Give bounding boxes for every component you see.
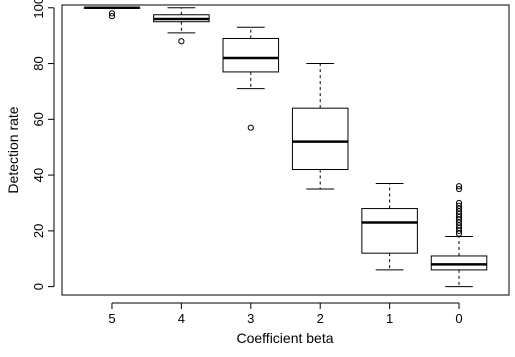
x-tick-label: 0 (455, 311, 462, 326)
y-tick-label: 80 (31, 56, 46, 70)
box (430, 255, 488, 271)
outlier-point (247, 124, 254, 131)
y-tick-label: 20 (31, 224, 46, 238)
x-axis: 5 4 3 2 1 0 (108, 302, 463, 326)
plot-frame (61, 4, 510, 296)
box-group-1 (361, 182, 418, 271)
outlier-point (108, 13, 116, 20)
outlier-point (455, 183, 463, 190)
x-tick-label: 2 (317, 311, 324, 326)
x-tick-label: 3 (247, 311, 254, 326)
box-group-5 (83, 6, 141, 20)
y-axis-label: Detection rate (5, 106, 21, 193)
y-tick-label: 100 (31, 0, 46, 19)
boxes-layer (83, 6, 488, 288)
box-group-3 (222, 26, 280, 131)
box (291, 107, 349, 171)
x-tick-label: 1 (386, 311, 393, 326)
box-group-2 (291, 63, 349, 190)
outlier-point (178, 38, 185, 45)
outlier-point (455, 185, 463, 193)
box-group-4 (153, 7, 210, 45)
box-group-0 (430, 183, 488, 288)
outlier-point (455, 199, 463, 207)
x-tick-label: 5 (108, 311, 115, 326)
y-axis: 0 20 40 60 80 100 (31, 0, 55, 290)
y-tick-label: 0 (31, 283, 46, 290)
box (361, 208, 418, 254)
outlier-point (108, 10, 116, 17)
outlier-point (455, 202, 463, 209)
x-tick-label: 4 (178, 311, 185, 326)
y-tick-label: 40 (31, 168, 46, 182)
box (222, 37, 280, 73)
x-axis-label: Coefficient beta (236, 330, 333, 346)
y-tick-label: 60 (31, 112, 46, 126)
